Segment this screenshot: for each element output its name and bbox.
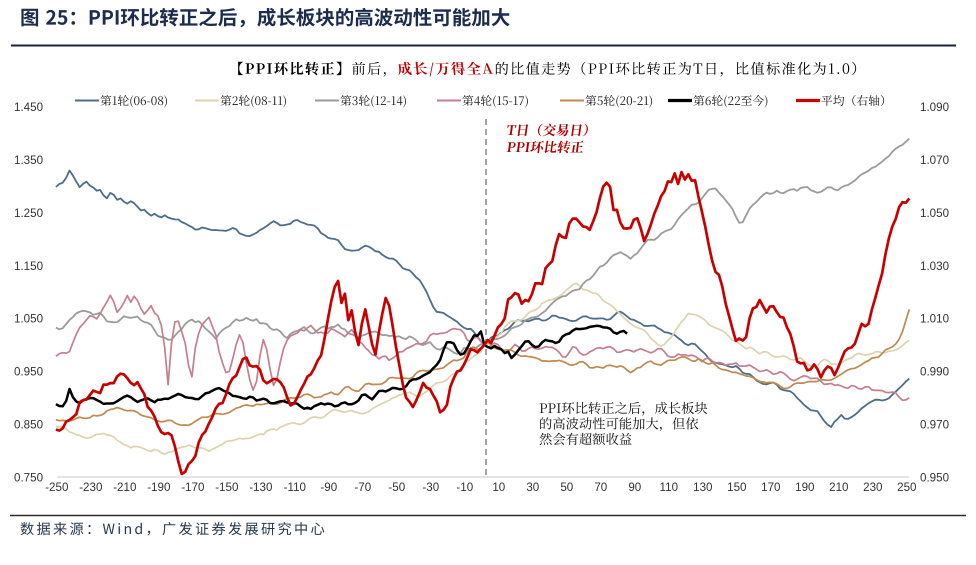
- svg-text:1.350: 1.350: [14, 154, 43, 167]
- svg-text:1.150: 1.150: [14, 260, 43, 273]
- svg-text:250: 250: [897, 481, 916, 494]
- svg-text:230: 230: [863, 481, 882, 494]
- svg-text:90: 90: [628, 481, 641, 494]
- svg-text:-30: -30: [422, 481, 439, 494]
- svg-text:1.090: 1.090: [920, 101, 949, 114]
- svg-text:-210: -210: [113, 481, 136, 494]
- svg-text:0.950: 0.950: [14, 366, 43, 379]
- svg-text:-190: -190: [147, 481, 170, 494]
- svg-text:150: 150: [727, 481, 746, 494]
- svg-text:0.850: 0.850: [14, 418, 43, 431]
- svg-text:0.970: 0.970: [920, 418, 949, 431]
- svg-text:1.450: 1.450: [14, 101, 43, 114]
- svg-text:30: 30: [526, 481, 539, 494]
- svg-text:1.070: 1.070: [920, 154, 949, 167]
- svg-text:1.050: 1.050: [14, 313, 43, 326]
- svg-text:-50: -50: [388, 481, 405, 494]
- svg-text:-10: -10: [456, 481, 473, 494]
- svg-text:-90: -90: [320, 481, 337, 494]
- svg-text:-130: -130: [249, 481, 272, 494]
- svg-text:-150: -150: [215, 481, 238, 494]
- svg-text:-250: -250: [45, 481, 68, 494]
- svg-text:170: 170: [761, 481, 780, 494]
- svg-text:10: 10: [492, 481, 505, 494]
- svg-text:-170: -170: [181, 481, 204, 494]
- svg-text:0.990: 0.990: [920, 366, 949, 379]
- svg-text:0.750: 0.750: [14, 471, 43, 484]
- svg-text:190: 190: [795, 481, 814, 494]
- svg-text:1.010: 1.010: [920, 313, 949, 326]
- svg-text:70: 70: [594, 481, 607, 494]
- svg-text:1.250: 1.250: [14, 207, 43, 220]
- svg-text:1.050: 1.050: [920, 207, 949, 220]
- svg-text:-230: -230: [79, 481, 102, 494]
- svg-text:-70: -70: [354, 481, 371, 494]
- svg-text:0.950: 0.950: [920, 471, 949, 484]
- svg-text:-110: -110: [284, 481, 306, 494]
- svg-text:210: 210: [829, 481, 848, 494]
- svg-text:130: 130: [693, 481, 712, 494]
- svg-text:50: 50: [560, 481, 573, 494]
- svg-text:110: 110: [660, 481, 678, 494]
- svg-text:1.030: 1.030: [920, 260, 949, 273]
